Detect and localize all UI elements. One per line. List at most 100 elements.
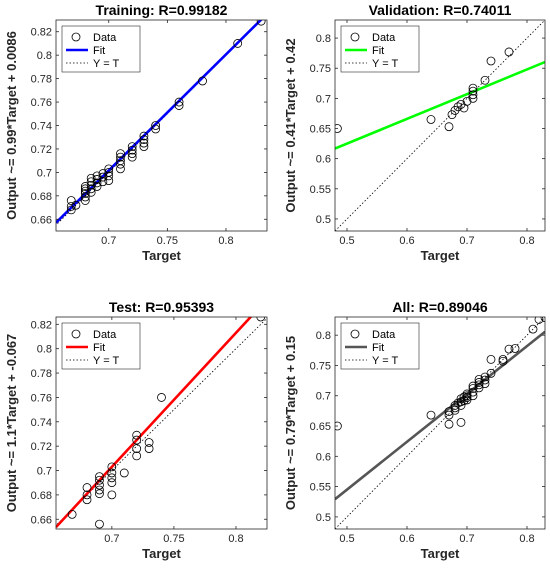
- data-point: [256, 20, 266, 26]
- data-point: [468, 387, 478, 397]
- x-axis-label: Target: [421, 546, 460, 561]
- data-point: [426, 115, 436, 124]
- data-point: [426, 410, 436, 420]
- y-tick-label: 0.55: [310, 184, 331, 196]
- x-tick-label: 0.5: [339, 235, 354, 247]
- data-point: [486, 368, 496, 378]
- data-point: [468, 93, 478, 103]
- data-point: [474, 380, 484, 390]
- data-point: [92, 178, 102, 188]
- axes-box: [334, 19, 546, 232]
- data-point: [151, 121, 161, 130]
- data-point: [116, 159, 125, 169]
- data-point: [80, 186, 90, 196]
- data-point: [67, 509, 77, 519]
- data-point: [468, 83, 478, 93]
- y-tick-label: 0.68: [31, 490, 52, 502]
- data-point: [107, 478, 117, 488]
- x-tick-label: 0.75: [163, 533, 184, 545]
- y-axis-label: Output ~= 0.79*Target + 0.15: [283, 336, 298, 510]
- y-tick-label: 0.65: [310, 124, 331, 136]
- data-point: [127, 145, 137, 155]
- legend-entry-label: Fit: [372, 45, 384, 57]
- data-point: [453, 102, 463, 112]
- chart-title: All: R=0.89046: [392, 299, 488, 315]
- data-point: [480, 379, 490, 389]
- data-point: [174, 97, 184, 107]
- y-tick-label: 0.82: [31, 319, 52, 331]
- data-point: [450, 403, 460, 413]
- legend-entry-label: Y = T: [372, 355, 398, 367]
- data-point: [80, 182, 90, 191]
- x-tick-label: 0.7: [101, 235, 116, 247]
- data-point: [468, 86, 478, 96]
- x-tick-label: 0.8: [218, 235, 233, 247]
- data-point: [174, 101, 184, 110]
- y-axis-label: Output ~= 1.1*Target + -0.067: [4, 334, 19, 513]
- data-point: [116, 152, 125, 162]
- y-tick-label: 0.7: [316, 93, 331, 105]
- x-axis-label: Target: [142, 248, 181, 263]
- data-point: [95, 485, 104, 495]
- data-point: [98, 169, 108, 178]
- y-tick-label: 0.6: [316, 154, 331, 166]
- y-tick-label: 0.6: [316, 451, 331, 463]
- chart-title: Training: R=0.99182: [96, 2, 228, 18]
- data-point: [132, 444, 142, 453]
- data-point: [450, 405, 460, 415]
- axes-box: [334, 316, 546, 530]
- y-axis-label: Output ~= 0.99*Target + 0.0086: [4, 31, 19, 220]
- data-point: [480, 75, 490, 85]
- x-axis-label: Target: [142, 546, 181, 561]
- data-point: [486, 56, 496, 66]
- data-point: [107, 462, 117, 472]
- data-point: [82, 495, 92, 505]
- data-point: [474, 378, 484, 387]
- legend-entry-label: Y = T: [93, 58, 119, 70]
- x-tick-label: 0.8: [519, 235, 534, 247]
- y-tick-label: 0.8: [316, 330, 331, 342]
- data-point: [139, 142, 149, 152]
- data-point: [139, 131, 149, 141]
- legend-entry-label: Fit: [372, 342, 384, 354]
- chart-panel-4: 0.5 0.6 0.7 0.8 0.5 0.55 0.6 0.65 0.7 0.75 0.8 All:…: [283, 299, 546, 561]
- data-point: [132, 435, 142, 445]
- data-point: [104, 164, 114, 174]
- y-tick-label: 0.55: [310, 482, 331, 494]
- data-point: [71, 200, 81, 210]
- data-point: [86, 173, 96, 183]
- chart-panel-1: 0.7 0.75 0.8 0.66 0.68 0.7 0.72 0.74 0.76 0.78 0.8…: [4, 2, 268, 263]
- x-tick-label: 0.7: [104, 533, 119, 545]
- y-tick-label: 0.75: [310, 360, 331, 372]
- data-point: [95, 519, 104, 529]
- y-tick-label: 0.5: [316, 214, 331, 226]
- data-point: [468, 391, 478, 401]
- y-tick-label: 0.66: [31, 514, 52, 526]
- data-point: [534, 317, 544, 324]
- x-tick-label: 0.8: [519, 533, 534, 545]
- data-point: [510, 344, 520, 353]
- data-point: [198, 76, 207, 86]
- data-point: [144, 438, 154, 447]
- data-point: [116, 149, 125, 159]
- y-tick-label: 0.78: [31, 368, 52, 380]
- data-point: [107, 490, 117, 500]
- y-tick-label: 0.74: [31, 121, 52, 133]
- data-point: [92, 175, 102, 184]
- y-tick-label: 0.74: [31, 417, 52, 429]
- data-point: [66, 205, 76, 215]
- y-tick-label: 0.5: [316, 512, 331, 524]
- data-point: [80, 189, 90, 198]
- identity-line: [335, 317, 545, 529]
- x-tick-label: 0.8: [228, 533, 243, 545]
- data-point: [528, 324, 538, 334]
- data-point: [335, 421, 342, 431]
- legend-entry-label: Data: [93, 329, 117, 341]
- chart-title: Test: R=0.95393: [109, 299, 214, 315]
- chart-panel-2: 0.5 0.6 0.7 0.8 0.5 0.55 0.6 0.65 0.7 0.75 0.8 Vali…: [283, 2, 546, 263]
- x-tick-label: 0.5: [339, 533, 354, 545]
- chart-title: Validation: R=0.74011: [369, 2, 512, 18]
